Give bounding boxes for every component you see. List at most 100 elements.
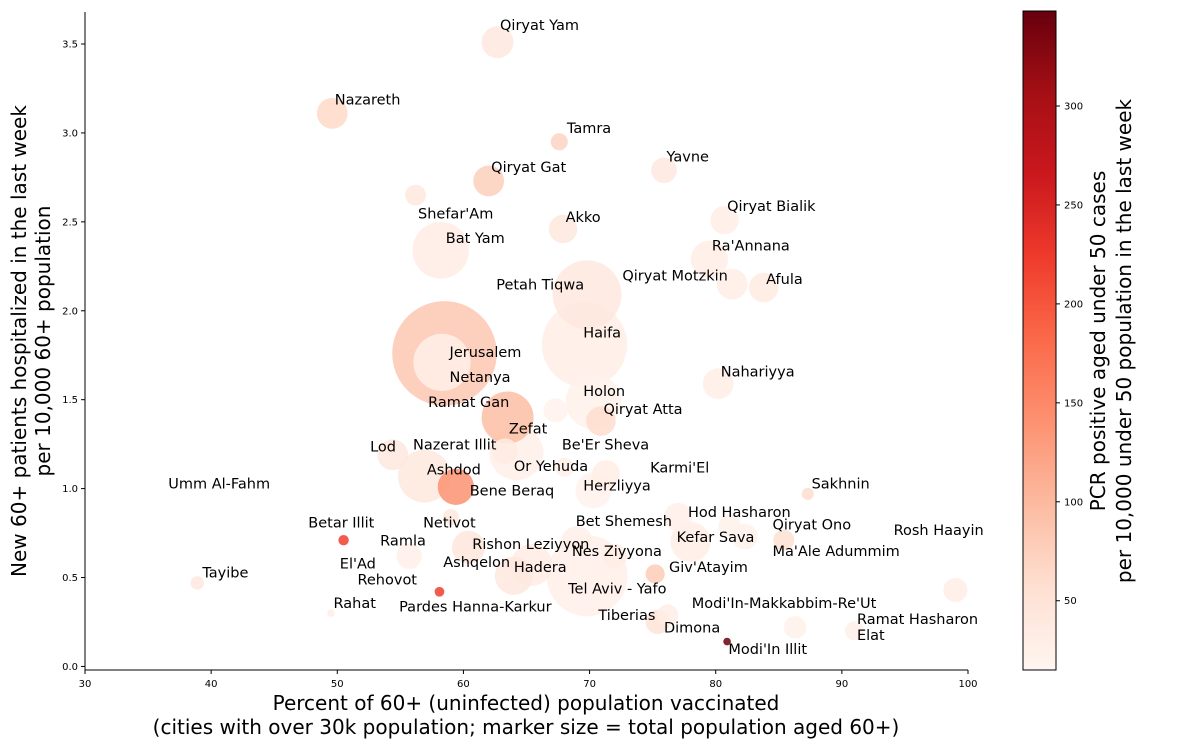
colorbar-tick-label: 300 — [1064, 101, 1083, 112]
label-yavne: Yavne — [666, 149, 710, 165]
label-netanya: Netanya — [450, 370, 511, 386]
label-betar-illit: Betar Illit — [308, 516, 374, 532]
marker-zefat — [543, 398, 568, 423]
label-afula: Afula — [766, 272, 803, 288]
colorbar-title: PCR positive aged under 50 cases per 10,… — [1086, 98, 1136, 583]
label-bene-beraq: Bene Beraq — [470, 484, 555, 500]
marker-ramat-hasharon — [783, 616, 807, 639]
label-rishon-leziyyon: Rishon Leziyyon — [472, 537, 589, 553]
colorbar-tick-label: 250 — [1064, 200, 1083, 211]
label-nahariyya: Nahariyya — [721, 365, 795, 381]
label-bat-yam: Bat Yam — [446, 231, 505, 247]
colorbar-ticks: 50 100 150 200 250 300 — [1056, 101, 1083, 607]
marker-ashdod — [398, 449, 451, 503]
label-tiberias: Tiberias — [597, 608, 655, 624]
x-axis-title-line2: (cities with over 30k population; marker… — [153, 715, 900, 739]
marker-lod — [377, 439, 409, 471]
city-labels-layer: Qiryat Yam Nazareth Tamra Yavne Qiryat Gat Sh… — [168, 18, 983, 658]
label-qiryat-motzkin: Qiryat Motzkin — [622, 269, 727, 285]
y-tick-label: 3.0 — [62, 128, 78, 139]
x-tick-label: 30 — [79, 679, 92, 690]
marker-afula — [748, 272, 779, 303]
label-ramat-gan: Ramat Gan — [428, 395, 509, 411]
y-tick-label: 3.5 — [62, 40, 78, 51]
label-tayibe: Tayibe — [201, 566, 248, 582]
marker-akko — [548, 214, 578, 244]
y-tick-label: 2.0 — [62, 306, 78, 317]
label-modi-in-illit: Modi'In Illit — [728, 642, 807, 658]
marker-hod-hasharon — [663, 502, 693, 532]
y-axis-title: New 60+ patients hospitalized in the las… — [7, 105, 55, 577]
y-tick-label: 1.0 — [62, 484, 78, 495]
label-ashqelon: Ashqelon — [443, 555, 510, 571]
label-kefar-sava: Kefar Sava — [677, 530, 755, 546]
marker-modi-in-makkabbim-re-ut — [943, 577, 968, 603]
marker-qiryat-motzkin — [716, 268, 748, 300]
marker-tayibe — [190, 576, 205, 590]
label-bet-shemesh: Bet Shemesh — [576, 514, 672, 530]
marker-petah-tiqwa — [552, 260, 622, 330]
label-nazareth: Nazareth — [335, 92, 401, 108]
marker-nes-ziyyona — [602, 544, 627, 569]
marker-kefar-sava — [670, 521, 711, 562]
label-rahat: Rahat — [334, 596, 377, 612]
x-tick-label: 40 — [205, 679, 218, 690]
marker-ra-annana — [690, 240, 729, 278]
x-tick-label: 80 — [709, 679, 722, 690]
label-karmi-el: Karmi'El — [650, 461, 709, 477]
label-rehovot: Rehovot — [357, 573, 417, 589]
colorbar-gradient — [1022, 10, 1057, 671]
marker-modi-in-illit — [723, 637, 731, 646]
marker-yavne — [651, 157, 677, 184]
marker-rehovot — [434, 586, 445, 597]
y-axis-ticks: 0.0 0.5 1.0 1.5 2.0 2.5 3.0 3.5 — [62, 40, 85, 673]
label-el-ad: El'Ad — [340, 557, 376, 573]
label-pardes-hanna-karkur: Pardes Hanna-Karkur — [399, 599, 552, 615]
label-herzliyya: Herzliyya — [583, 478, 651, 494]
label-jerusalem: Jerusalem — [449, 345, 522, 361]
label-ra-annana: Ra'Annana — [712, 238, 790, 254]
colorbar-title-line2: per 10,000 under 50 population in the la… — [1112, 98, 1136, 583]
label-or-yehuda: Or Yehuda — [514, 459, 588, 475]
y-tick-label: 0.5 — [62, 573, 78, 584]
label-ashdod: Ashdod — [427, 462, 481, 478]
x-tick-label: 100 — [958, 679, 977, 690]
x-tick-label: 70 — [583, 679, 596, 690]
label-qiryat-yam: Qiryat Yam — [500, 18, 579, 34]
x-tick-label: 90 — [835, 679, 848, 690]
label-elat: Elat — [857, 628, 885, 644]
marker-qiryat-yam — [481, 26, 514, 59]
label-giv-atayim: Giv'Atayim — [669, 560, 748, 576]
axes: 30 40 50 60 70 80 90 100 0.0 0.5 1.0 1.5 2.0 2.5 3.0 3… — [62, 12, 978, 690]
label-holon: Holon — [583, 384, 625, 400]
marker-ma-ale-adummim — [773, 529, 795, 551]
marker-qiryat-bialik — [710, 205, 739, 235]
y-tick-label: 0.0 — [62, 662, 78, 673]
marker-rahat — [327, 609, 335, 617]
label-qiryat-bialik: Qiryat Bialik — [727, 199, 816, 215]
marker-nahariyya — [702, 368, 734, 400]
label-shefar-am: Shefar'Am — [418, 206, 493, 222]
marker-bene-beraq — [437, 468, 474, 505]
x-axis-title: Percent of 60+ (uninfected) population v… — [153, 691, 900, 739]
label-tamra: Tamra — [566, 121, 611, 137]
label-rosh-haayin: Rosh Haayin — [894, 523, 984, 539]
marker-rishon-leziyyon — [451, 530, 486, 564]
colorbar-tick-label: 100 — [1064, 497, 1083, 508]
label-ma-ale-adummim: Ma'Ale Adummim — [772, 544, 899, 560]
marker-or-yehuda — [554, 457, 574, 477]
label-netivot: Netivot — [423, 516, 476, 532]
marker-shefar-am — [405, 184, 426, 206]
marker-sakhnin — [801, 487, 814, 500]
marker-giv-atayim — [645, 564, 665, 584]
marker-netivot — [442, 509, 459, 526]
label-sakhnin: Sakhnin — [812, 477, 870, 493]
label-qiryat-gat: Qiryat Gat — [491, 160, 566, 176]
marker-netanya — [413, 333, 471, 391]
label-hadera: Hadera — [514, 560, 567, 576]
label-be-er-sheva: Be'Er Sheva — [562, 437, 649, 453]
marker-ramat-gan — [481, 391, 534, 444]
label-zefat: Zefat — [509, 421, 548, 437]
marker-qiryat-gat — [473, 165, 505, 197]
y-tick-label: 1.5 — [62, 395, 78, 406]
